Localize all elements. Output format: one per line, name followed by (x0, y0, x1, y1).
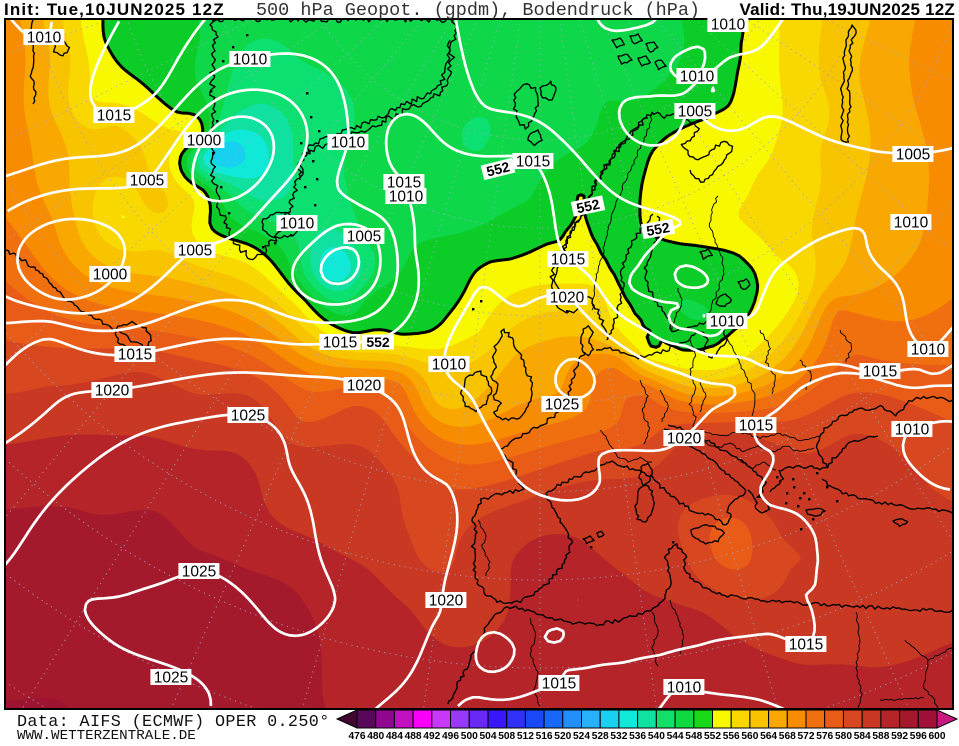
svg-text:544: 544 (667, 731, 684, 741)
svg-text:1010: 1010 (894, 215, 929, 232)
svg-text:600: 600 (929, 731, 946, 741)
svg-text:1010: 1010 (331, 135, 366, 152)
svg-text:480: 480 (367, 731, 384, 741)
svg-text:492: 492 (423, 731, 440, 741)
svg-text:560: 560 (741, 731, 758, 741)
svg-text:1005: 1005 (347, 229, 381, 246)
svg-text:1020: 1020 (429, 593, 464, 610)
svg-text:484: 484 (386, 731, 403, 741)
svg-text:512: 512 (517, 731, 534, 741)
svg-text:504: 504 (480, 731, 497, 741)
svg-text:Valid: Thu,19JUN2025 12Z: Valid: Thu,19JUN2025 12Z (740, 0, 956, 19)
svg-text:584: 584 (854, 731, 871, 741)
svg-text:1010: 1010 (27, 30, 62, 47)
svg-text:1010: 1010 (280, 216, 315, 233)
svg-text:1010: 1010 (895, 422, 930, 439)
svg-text:524: 524 (573, 731, 590, 741)
svg-text:1025: 1025 (154, 670, 188, 687)
svg-text:496: 496 (442, 731, 459, 741)
svg-text:556: 556 (723, 731, 740, 741)
svg-text:488: 488 (405, 731, 422, 741)
svg-text:476: 476 (349, 731, 366, 741)
svg-text:1015: 1015 (789, 637, 823, 654)
svg-text:516: 516 (536, 731, 553, 741)
svg-text:1015: 1015 (387, 175, 421, 192)
svg-text:1020: 1020 (667, 431, 702, 448)
svg-text:592: 592 (891, 731, 908, 741)
svg-text:1015: 1015 (542, 676, 576, 693)
svg-text:548: 548 (685, 731, 702, 741)
svg-text:Init: Tue,10JUN2025 12Z: Init: Tue,10JUN2025 12Z (4, 0, 225, 19)
svg-text:580: 580 (835, 731, 852, 741)
svg-text:1020: 1020 (347, 378, 382, 395)
svg-text:1015: 1015 (551, 252, 585, 269)
svg-text:1020: 1020 (550, 290, 585, 307)
svg-text:1015: 1015 (739, 418, 773, 435)
svg-text:1015: 1015 (97, 108, 131, 125)
svg-text:1025: 1025 (231, 408, 265, 425)
svg-text:1010: 1010 (432, 357, 467, 374)
svg-text:1005: 1005 (178, 243, 212, 260)
svg-text:1005: 1005 (896, 147, 930, 164)
svg-text:1015: 1015 (323, 335, 357, 352)
svg-text:508: 508 (498, 731, 515, 741)
svg-text:1010: 1010 (667, 680, 702, 697)
svg-text:WWW.WETTERZENTRALE.DE: WWW.WETTERZENTRALE.DE (17, 728, 196, 741)
svg-text:1010: 1010 (680, 69, 715, 86)
svg-text:552: 552 (366, 334, 390, 350)
svg-text:1015: 1015 (863, 364, 897, 381)
svg-text:528: 528 (592, 731, 609, 741)
svg-text:1010: 1010 (233, 52, 268, 69)
svg-text:1000: 1000 (93, 267, 128, 284)
svg-text:552: 552 (485, 158, 512, 179)
svg-text:1010: 1010 (911, 342, 946, 359)
svg-text:500: 500 (461, 731, 478, 741)
svg-text:596: 596 (910, 731, 927, 741)
svg-text:1015: 1015 (516, 154, 550, 171)
svg-text:568: 568 (779, 731, 796, 741)
svg-text:552: 552 (645, 219, 671, 239)
svg-text:588: 588 (872, 731, 889, 741)
svg-text:1010: 1010 (389, 189, 424, 206)
svg-text:1010: 1010 (710, 314, 745, 331)
svg-text:Data: AIFS (ECMWF) OPER 0.250°: Data: AIFS (ECMWF) OPER 0.250° (17, 713, 330, 732)
svg-text:572: 572 (798, 731, 815, 741)
svg-text:520: 520 (554, 731, 571, 741)
svg-text:1010: 1010 (711, 17, 746, 34)
svg-text:552: 552 (704, 731, 721, 741)
svg-text:540: 540 (648, 731, 665, 741)
svg-text:1000: 1000 (187, 133, 222, 150)
svg-text:1005: 1005 (678, 104, 712, 121)
svg-text:532: 532 (610, 731, 627, 741)
svg-text:564: 564 (760, 731, 777, 741)
svg-text:536: 536 (629, 731, 646, 741)
svg-text:1025: 1025 (545, 397, 579, 414)
svg-text:500 hPa Geopot. (gpdm), Bodend: 500 hPa Geopot. (gpdm), Bodendruck (hPa) (256, 0, 700, 21)
svg-text:576: 576 (816, 731, 833, 741)
svg-text:1025: 1025 (182, 564, 216, 581)
svg-text:552: 552 (575, 196, 601, 217)
svg-text:1015: 1015 (118, 347, 152, 364)
svg-text:1020: 1020 (95, 383, 130, 400)
svg-text:1005: 1005 (130, 173, 164, 190)
